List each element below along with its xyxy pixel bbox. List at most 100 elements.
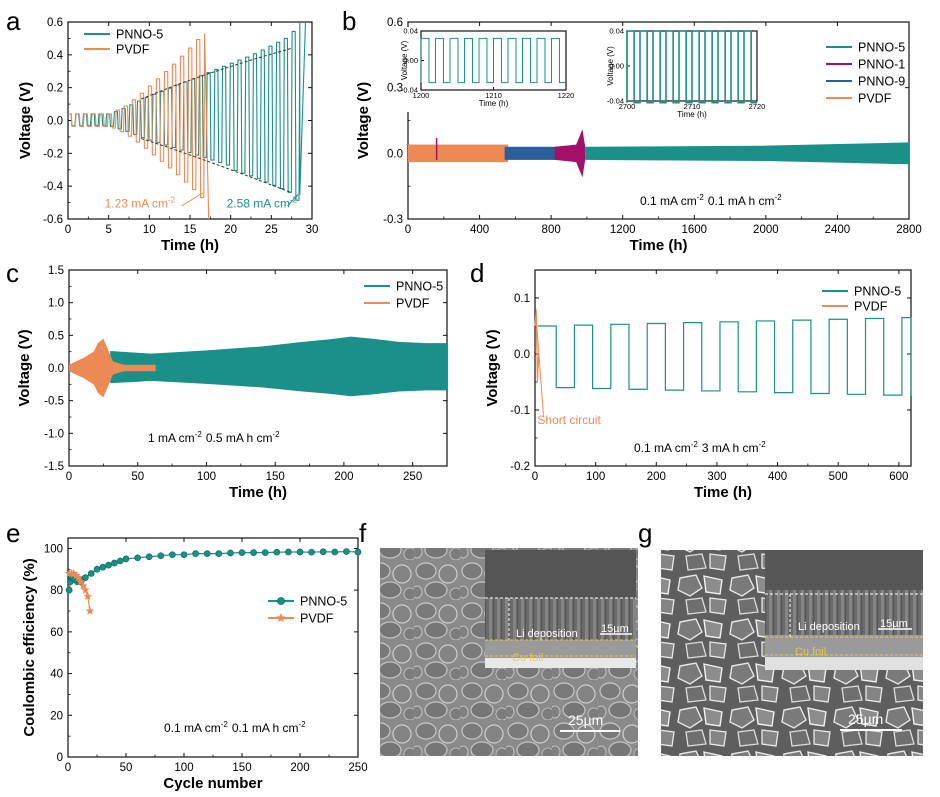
x-tick-label: 1600 [681,224,707,236]
y-axis-label: Voltage (V) [16,329,33,406]
series-band-pvdf [408,144,509,163]
y-tick-label: 0.6 [387,17,403,29]
data-point-pvdf [69,569,79,578]
deposition-label-g: Li deposition [798,621,860,633]
x-tick-label: 1210 [485,91,502,100]
x-tick-label: 0 [405,224,411,236]
x-tick-label: 2710 [684,102,701,111]
data-point-pvdf [78,581,88,590]
data-point-pnno-5 [116,557,124,565]
data-point-pvdf [83,591,92,600]
condition-note-s1: -2 [691,440,699,449]
inset-1: 2700 2710 2720 -0.04 0.00 0.04 Time (h) Voltage… [606,27,765,123]
data-point-pnno-5 [122,555,130,563]
y-tick-label: 0.1 [514,293,530,305]
y-tick-label: 0.0 [387,148,403,160]
y-axis-label: Voltage (V) [17,82,34,159]
x-tick-label: 50 [131,471,144,483]
legend-label-pnno-1: PNNO-1 [858,58,905,72]
x-axis-label: Time (h) [479,99,509,108]
x-tick-label: 20 [224,224,237,236]
x-tick-label: 200 [290,762,309,774]
y-tick-label: -0.5 [44,396,64,408]
annotation-arrow-pnno-5 [287,194,299,207]
inset-series-line [420,37,566,84]
sem-inset-f: Li deposition Cu foil 15µm [485,550,636,668]
data-point-pnno-5 [134,554,141,562]
legend-label-pnno-5: PNNO-5 [116,28,163,42]
panel-label-c: c [6,258,19,288]
data-point-pvdf [81,585,90,594]
data-point-pnno-5 [238,549,246,556]
data-point-pnno-5 [93,565,101,573]
y-tick-label: 20 [50,710,63,722]
annotation-text: 2.58 mA cm [227,197,290,211]
trend-line-upper [141,47,292,100]
main-scale-label-f: 25µm [568,712,603,728]
legend-marker-pnno-5 [277,597,285,605]
condition-note-p1: 0.1 mA cm [634,441,691,455]
x-tick-label: 0 [532,471,538,483]
y-tick-label: 0.00 [403,56,418,65]
x-tick-label: 2000 [753,224,779,236]
y-tick-label: 0.0 [47,116,63,128]
annotation-0: 1.23 mA cm-2 [105,196,176,211]
condition-note: 0.1 mA cm-2 0.1 mA h cm-2 [164,720,306,735]
x-tick-label: 500 [829,471,848,483]
condition-note-s1: -2 [697,193,705,202]
y-tick-label: -0.6 [43,214,63,226]
x-axis-label: Cycle number [163,775,262,792]
y-tick-label: -0.3 [383,214,403,226]
annotation-1: 2.58 mA cm-2 [227,196,298,211]
x-tick-label: 0 [65,762,71,774]
y-tick-label: 1.0 [48,298,64,310]
series-line-pnno-5 [538,317,912,396]
y-tick-label: 0.6 [47,17,63,29]
data-point-pnno-5 [215,550,223,557]
condition-note-p2: 0.1 mA h cm [708,194,775,208]
y-tick-label: 0.04 [403,27,418,36]
condition-note-s1: -2 [195,430,203,439]
series-line-pvdf [68,33,210,220]
panel-label-a: a [6,6,21,36]
condition-note-s2: -2 [759,440,767,449]
series-band-pnno-1 [554,129,586,178]
chart-a: 0 5 10 15 20 25 30 -0.6 -0.4 -0.2 0.0 0.2 0.4 0.6 Time… [17,17,318,254]
inset-scale-label-f: 15µm [601,623,629,635]
data-point-pnno-5 [111,559,118,567]
panel-label-e: e [6,518,20,548]
y-tick-label: -0.2 [510,461,530,473]
condition-note-p2: 0.1 mA h cm [232,721,299,735]
y-tick-label: 80 [50,585,63,597]
y-axis-label: Coulombic efficiency (%) [21,558,38,736]
data-point-pnno-5 [250,549,257,556]
condition-note-s2: -2 [775,193,783,202]
data-point-pnno-5 [203,550,211,557]
y-tick-label: -0.04 [401,86,418,95]
inset-series-line [626,30,757,104]
data-point-pnno-5 [180,551,188,559]
foil-label-f: Cu foil [512,652,543,664]
panel-label-g: g [638,518,652,548]
panel-label-f: f [359,518,367,548]
data-point-pnno-5 [105,561,112,569]
y-tick-label: -0.04 [607,97,624,106]
data-point-pnno-5 [331,548,339,556]
x-tick-label: 1200 [413,91,430,100]
x-tick-label: 150 [266,471,285,483]
data-point-pnno-5 [285,548,292,556]
inset-0: 1200 1210 1220 -0.04 0.00 0.04 Time (h) Voltage… [400,27,574,112]
x-tick-label: 200 [334,471,353,483]
x-tick-label: 30 [306,224,319,236]
series-band-pnno-5 [110,336,448,397]
annotation-text: 1.23 mA cm [105,197,168,211]
condition-note: 0.1 mA cm-2 0.1 mA h cm-2 [640,193,782,208]
x-tick-label: 25 [265,224,278,236]
y-tick-label: -0.2 [43,148,63,160]
x-axis-label: Time (h) [229,484,287,501]
chart-b: 0 400 800 1200 1600 2000 2400 2800 -0.3 0.0 0.3 0.6… [355,17,922,254]
legend-label-pnno-9: PNNO-9 [858,75,905,89]
data-point-pnno-5 [273,548,281,556]
